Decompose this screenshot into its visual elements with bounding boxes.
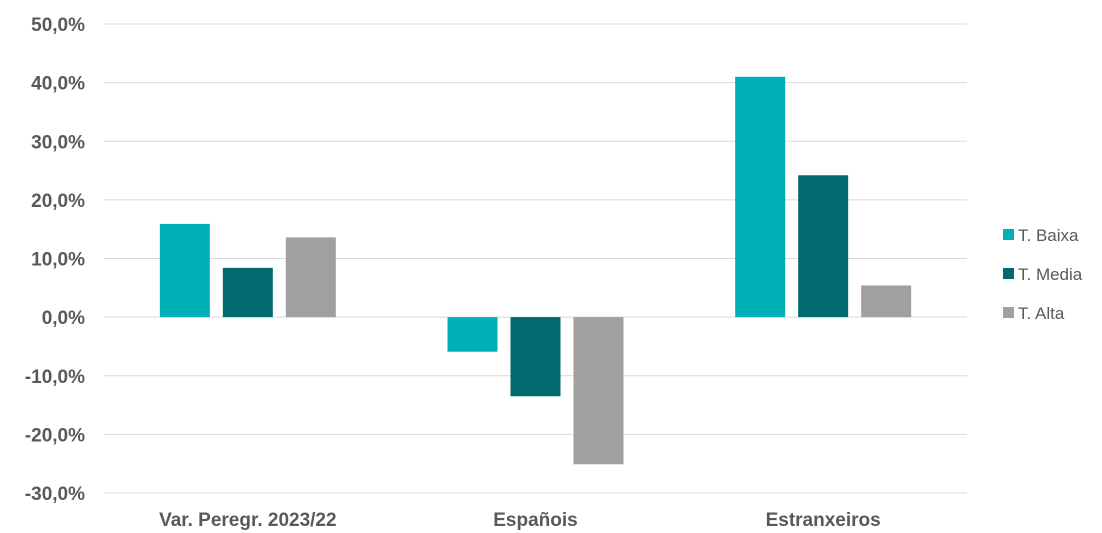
y-tick-label: -10,0% [25, 367, 85, 388]
y-tick-label: 40,0% [31, 74, 85, 95]
bar-t-media [798, 175, 849, 318]
bars [159, 76, 912, 465]
y-axis-ticks: 50,0% 40,0% 30,0% 20,0% 10,0% 0,0% -10,0% -20,0… [25, 15, 85, 505]
legend-swatch [1003, 268, 1014, 279]
legend-swatch [1003, 229, 1014, 240]
x-category-label: Var. Peregr. 2023/22 [159, 510, 337, 531]
bar-t-baixa [735, 76, 786, 318]
bar-t-alta [285, 237, 336, 318]
bar-t-baixa [447, 317, 498, 352]
bar-t-alta [573, 317, 624, 465]
y-tick-label: -20,0% [25, 425, 85, 446]
y-tick-label: 10,0% [31, 250, 85, 271]
legend-label: T. Alta [1018, 304, 1065, 323]
bar-t-media [510, 317, 561, 397]
legend-label: T. Media [1018, 265, 1083, 284]
legend-label: T. Baixa [1018, 226, 1079, 245]
y-tick-label: -30,0% [25, 484, 85, 505]
bar-t-baixa [159, 223, 210, 318]
x-category-label: Estranxeiros [766, 510, 881, 531]
x-axis-categories: Var. Peregr. 2023/22 Españois Estranxeiros [159, 510, 881, 531]
y-tick-label: 30,0% [31, 132, 85, 153]
legend: T. Baixa T. Media T. Alta [1003, 226, 1083, 323]
y-tick-label: 0,0% [42, 308, 85, 329]
x-category-label: Españois [493, 510, 577, 531]
y-tick-label: 50,0% [31, 15, 85, 36]
y-tick-label: 20,0% [31, 191, 85, 212]
legend-swatch [1003, 307, 1014, 318]
bar-t-alta [861, 285, 912, 318]
bar-t-media [222, 267, 273, 318]
